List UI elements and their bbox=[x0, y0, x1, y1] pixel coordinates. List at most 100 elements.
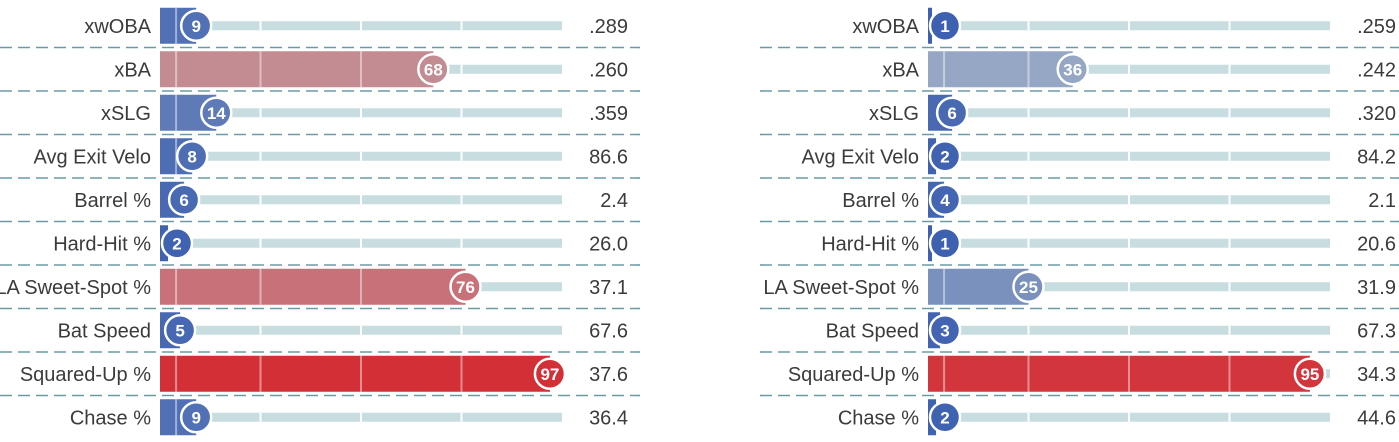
metric-label-xwoba: xwOBA bbox=[84, 16, 151, 38]
percentile-number-la-sweet-spot-pct: 25 bbox=[1019, 278, 1038, 297]
track-tick bbox=[460, 64, 463, 74]
percentile-number-xslg: 6 bbox=[947, 104, 956, 123]
percentile-circle-chase-pct bbox=[179, 401, 213, 434]
track-tick bbox=[360, 21, 362, 31]
track-tick bbox=[1228, 195, 1231, 205]
percentile-circle-xslg bbox=[200, 96, 233, 129]
percentile-number-squared-up-pct: 97 bbox=[540, 365, 559, 384]
metric-value-hard-hit-pct: 26.0 bbox=[589, 233, 628, 255]
percentile-circle-barrel-pct bbox=[167, 183, 201, 216]
metric-label-bat-speed: Bat Speed bbox=[826, 320, 919, 342]
percentile-bar-la-sweet-spot-pct bbox=[160, 268, 466, 305]
track-tick bbox=[1128, 195, 1130, 205]
track-tick bbox=[1228, 64, 1231, 74]
percentile-circle-hard-hit-pct bbox=[928, 227, 962, 260]
track-tick bbox=[1228, 108, 1231, 118]
metric-label-squared-up-pct: Squared-Up % bbox=[20, 364, 151, 386]
track-tick bbox=[1027, 195, 1030, 205]
metric-label-barrel-pct: Barrel % bbox=[74, 190, 151, 212]
metric-value-xwoba: .259 bbox=[1357, 16, 1396, 38]
percentile-circle-xslg bbox=[935, 96, 969, 129]
metric-value-avg-exit-velo: 86.6 bbox=[589, 146, 628, 168]
percentile-number-xba: 68 bbox=[424, 60, 443, 79]
percentile-chart-right: xwOBA 1 .259 xBA 36 .242 xSLG 6 .320 Avg Exit Vel… bbox=[760, 0, 1399, 442]
percentile-bar-la-sweet-spot-pct bbox=[928, 268, 1029, 305]
track-tick bbox=[1027, 108, 1030, 118]
metric-label-chase-pct: Chase % bbox=[838, 407, 919, 429]
track-tick bbox=[259, 108, 262, 118]
track-tick bbox=[1228, 21, 1231, 31]
metric-value-avg-exit-velo: 84.2 bbox=[1357, 146, 1396, 168]
metric-label-la-sweet-spot-pct: LA Sweet-Spot % bbox=[763, 277, 919, 299]
percentile-number-xba: 36 bbox=[1063, 60, 1082, 79]
percentile-circle-avg-exit-velo bbox=[175, 140, 209, 173]
track-tick bbox=[1228, 238, 1231, 248]
metric-value-xba: .242 bbox=[1357, 59, 1396, 81]
percentile-circle-squared-up-pct bbox=[1293, 357, 1327, 390]
percentile-circle-barrel-pct bbox=[928, 183, 962, 216]
metric-value-squared-up-pct: 37.6 bbox=[589, 364, 628, 386]
percentile-number-hard-hit-pct: 2 bbox=[172, 234, 181, 253]
percentile-chart-right-svg: xwOBA 1 .259 xBA 36 .242 xSLG 6 .320 Avg Exit Vel… bbox=[760, 7, 1399, 436]
track-tick bbox=[1027, 151, 1030, 161]
track-tick bbox=[1228, 412, 1231, 422]
percentile-circle-avg-exit-velo bbox=[928, 140, 962, 173]
percentile-number-avg-exit-velo: 2 bbox=[940, 147, 949, 166]
track-tick bbox=[1228, 325, 1231, 335]
track-tick bbox=[259, 151, 262, 161]
track-tick bbox=[360, 195, 362, 205]
percentile-circle-bat-speed bbox=[163, 314, 197, 347]
percentile-number-hard-hit-pct: 1 bbox=[940, 234, 949, 253]
percentile-circle-la-sweet-spot-pct bbox=[1012, 270, 1045, 303]
track-tick bbox=[460, 108, 463, 118]
metric-label-xslg: xSLG bbox=[101, 103, 151, 125]
metric-label-bat-speed: Bat Speed bbox=[58, 320, 151, 342]
percentile-circle-la-sweet-spot-pct bbox=[449, 270, 482, 303]
percentile-circle-xba bbox=[417, 53, 450, 86]
percentile-bar-xba bbox=[928, 51, 1073, 88]
percentile-number-chase-pct: 2 bbox=[940, 408, 949, 427]
metric-label-la-sweet-spot-pct: LA Sweet-Spot % bbox=[0, 277, 151, 299]
metric-label-xba: xBA bbox=[114, 59, 151, 81]
metric-value-la-sweet-spot-pct: 31.9 bbox=[1357, 277, 1396, 299]
track-tick bbox=[1228, 282, 1231, 292]
percentile-number-xslg: 14 bbox=[207, 104, 226, 123]
percentile-circle-xba bbox=[1056, 53, 1089, 86]
metric-label-barrel-pct: Barrel % bbox=[842, 190, 919, 212]
metric-label-avg-exit-velo: Avg Exit Velo bbox=[34, 146, 151, 168]
track-tick bbox=[460, 325, 463, 335]
percentile-bar-xba bbox=[160, 51, 434, 88]
metric-value-xslg: .320 bbox=[1357, 103, 1396, 125]
metric-label-xslg: xSLG bbox=[869, 103, 919, 125]
metric-label-hard-hit-pct: Hard-Hit % bbox=[821, 233, 919, 255]
track-tick bbox=[460, 151, 463, 161]
track-tick bbox=[1128, 21, 1130, 31]
percentile-chart-left: xwOBA 9.289 xBA 68.260 xSLG 14.359 Avg Exit Ve… bbox=[0, 0, 640, 442]
track-tick bbox=[259, 412, 262, 422]
percentile-number-squared-up-pct: 95 bbox=[1300, 365, 1319, 384]
metric-label-xwoba: xwOBA bbox=[852, 16, 919, 38]
track-tick bbox=[1128, 325, 1130, 335]
track-tick bbox=[259, 195, 262, 205]
track-tick bbox=[460, 238, 463, 248]
metric-label-squared-up-pct: Squared-Up % bbox=[788, 364, 919, 386]
percentile-number-xwoba: 1 bbox=[940, 17, 949, 36]
metric-value-chase-pct: 36.4 bbox=[589, 407, 628, 429]
track-tick bbox=[1228, 151, 1231, 161]
track-tick bbox=[1128, 151, 1130, 161]
track-tick bbox=[1128, 282, 1130, 292]
percentile-number-barrel-pct: 6 bbox=[179, 191, 188, 210]
percentile-circle-chase-pct bbox=[928, 401, 962, 434]
track-tick bbox=[1027, 412, 1030, 422]
track-tick bbox=[1027, 238, 1030, 248]
percentile-bar-squared-up-pct bbox=[160, 355, 550, 392]
metric-label-xba: xBA bbox=[882, 59, 919, 81]
metric-value-xba: .260 bbox=[589, 59, 628, 81]
metric-value-chase-pct: 44.6 bbox=[1357, 407, 1396, 429]
percentile-circle-squared-up-pct bbox=[533, 357, 567, 390]
percentile-circle-xwoba bbox=[179, 9, 213, 42]
track-tick bbox=[1128, 64, 1130, 74]
metric-value-bat-speed: 67.6 bbox=[589, 320, 628, 342]
track-tick bbox=[259, 21, 262, 31]
